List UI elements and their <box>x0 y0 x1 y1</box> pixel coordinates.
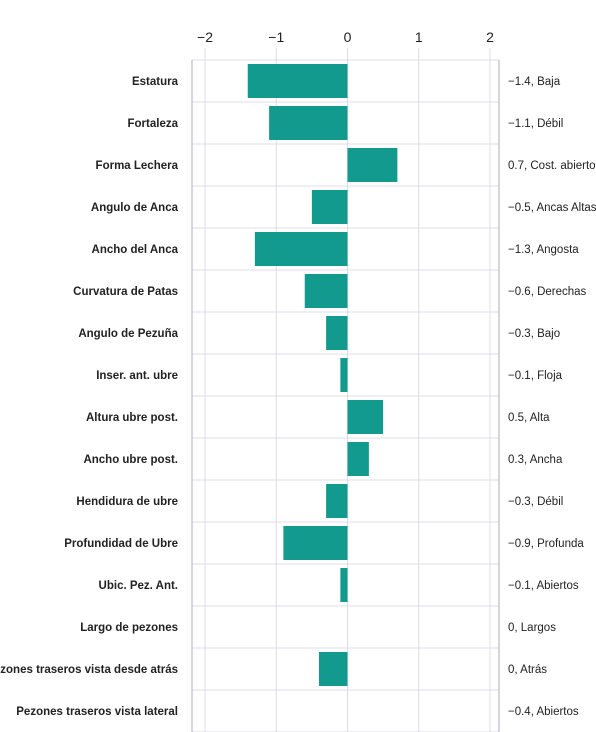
category-label: Ubic. Pez. Ant. <box>99 580 178 592</box>
value-annotation: −1.1, Débil <box>508 118 563 130</box>
value-annotation: −1.4, Baja <box>508 76 561 88</box>
bar <box>347 400 384 434</box>
bar <box>269 106 348 140</box>
bar <box>254 232 348 266</box>
value-annotation: −0.4, Abiertos <box>508 706 579 718</box>
bar <box>326 484 348 518</box>
category-label: Ancho ubre post. <box>83 454 178 466</box>
bar <box>347 148 398 182</box>
category-label: Angulo de Anca <box>91 202 179 214</box>
bar <box>319 652 348 686</box>
value-annotation: 0, Largos <box>508 622 556 634</box>
value-annotation: −0.5, Ancas Altas <box>508 202 596 214</box>
value-annotation: 0.3, Ancha <box>508 454 563 466</box>
bar <box>311 190 348 224</box>
category-label: Altura ubre post. <box>86 412 178 424</box>
x-tick-label: −1 <box>268 29 284 45</box>
value-annotation: 0, Atrás <box>508 664 547 676</box>
x-tick-label: −2 <box>197 29 213 45</box>
category-label: Angulo de Pezuña <box>78 328 178 340</box>
value-annotation: −0.6, Derechas <box>508 286 587 298</box>
bar <box>304 274 348 308</box>
bar <box>347 442 369 476</box>
value-annotation: −1.3, Angosta <box>508 244 579 256</box>
category-label: Fortaleza <box>128 118 179 130</box>
x-tick-label: 1 <box>415 29 423 45</box>
category-label: Profundidad de Ubre <box>64 538 178 550</box>
value-annotation: −0.3, Bajo <box>508 328 560 340</box>
x-tick-label: 0 <box>344 29 352 45</box>
value-annotation: 0.7, Cost. abierto <box>508 160 596 172</box>
category-label: Curvatura de Patas <box>73 286 178 298</box>
category-label: Largo de pezones <box>80 622 178 634</box>
value-annotation: −0.1, Floja <box>508 370 563 382</box>
bar <box>247 64 348 98</box>
bar <box>340 568 348 602</box>
category-label: Estatura <box>132 76 179 88</box>
category-label: Hendidura de ubre <box>76 496 178 508</box>
value-annotation: −0.1, Abiertos <box>508 580 579 592</box>
category-label: Inser. ant. ubre <box>96 370 178 382</box>
bar <box>340 358 348 392</box>
category-label: Ancho del Anca <box>92 244 179 256</box>
bar <box>283 526 348 560</box>
category-label: Forma Lechera <box>96 160 179 172</box>
category-label: Pezones traseros vista lateral <box>16 706 178 718</box>
x-tick-label: 2 <box>486 29 494 45</box>
bar <box>326 316 348 350</box>
value-annotation: −0.9, Profunda <box>508 538 584 550</box>
value-annotation: 0.5, Alta <box>508 412 550 424</box>
category-label: Pezones traseros vista desde atrás <box>0 664 178 676</box>
value-annotation: −0.3, Débil <box>508 496 563 508</box>
